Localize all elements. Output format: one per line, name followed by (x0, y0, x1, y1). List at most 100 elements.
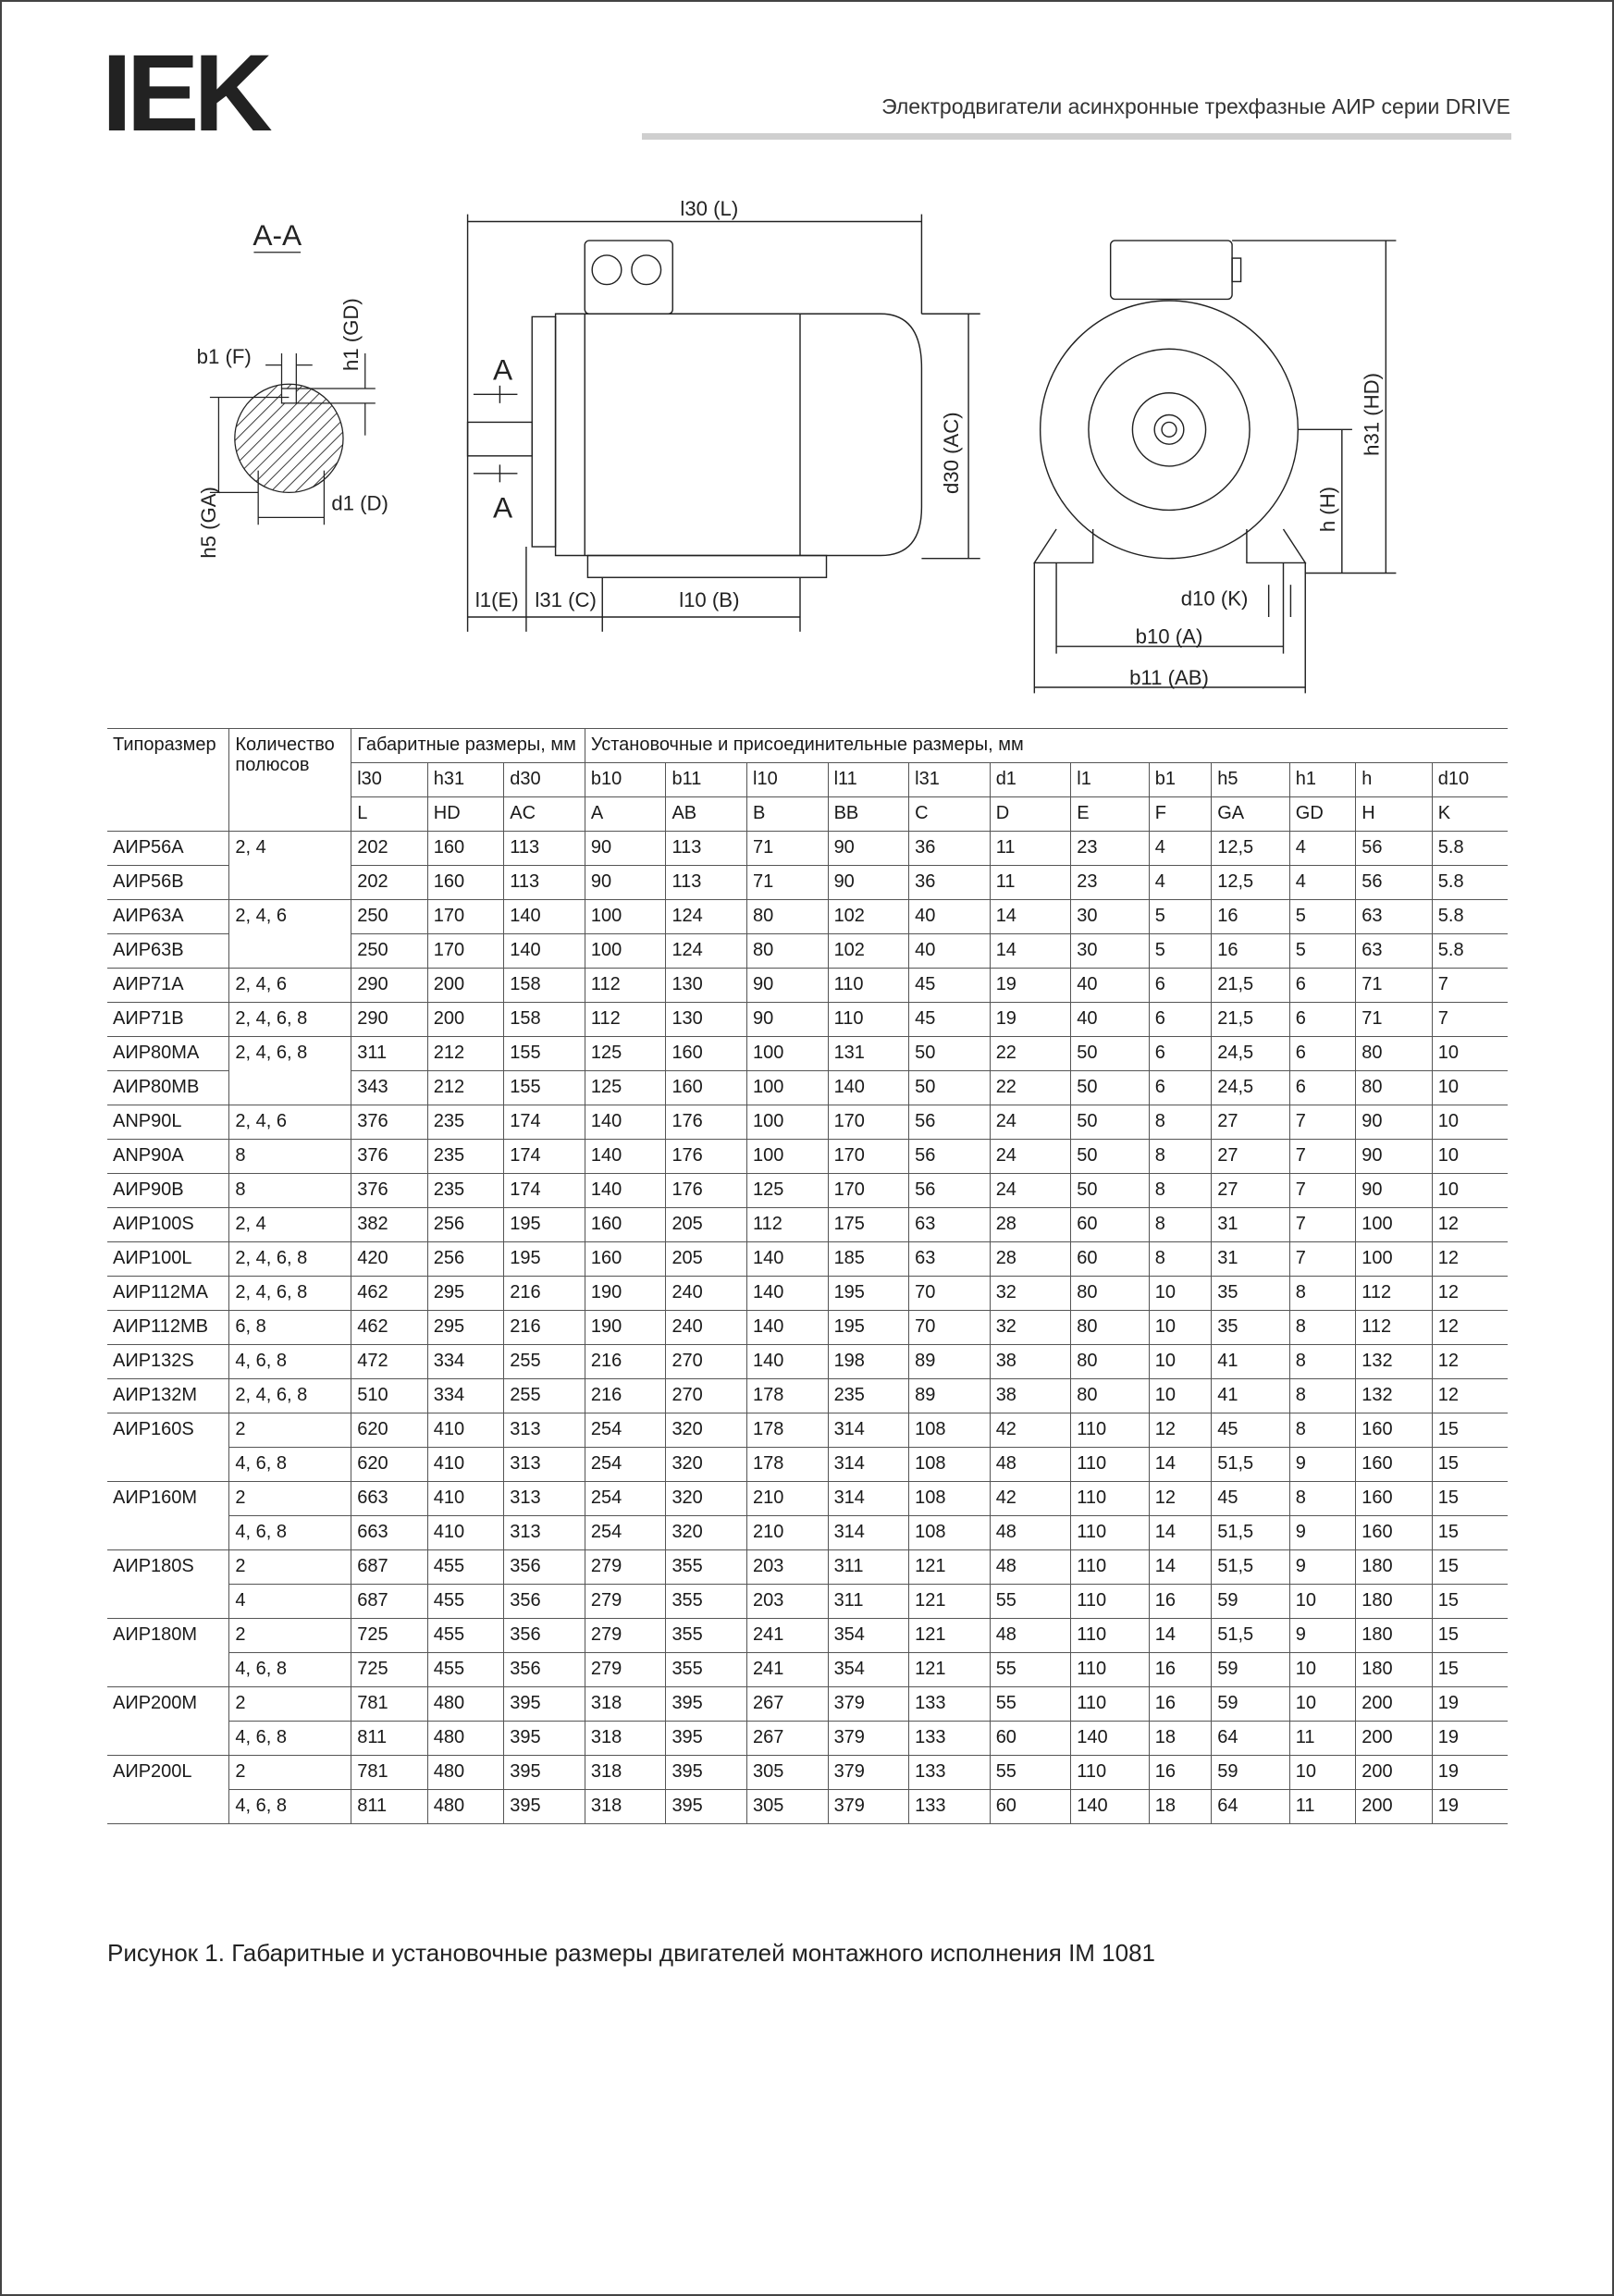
value-cell: 160 (584, 1207, 666, 1242)
value-cell: 110 (1070, 1447, 1150, 1482)
symbol-cell: h1 (1288, 762, 1356, 797)
value-cell: 50 (1070, 1139, 1150, 1174)
symbol-cell: l30 (351, 762, 428, 797)
poles-cell: 2 (228, 1549, 351, 1585)
data-row: 4, 6, 8 620 410 313 254 320 178 314 108 48 110 14 51… (107, 1447, 1508, 1482)
value-cell: 203 (746, 1549, 829, 1585)
data-row: 4, 6, 8 663 410 313 254 320 210 314 108 48 110 14 51… (107, 1515, 1508, 1550)
value-cell: 7 (1288, 1139, 1356, 1174)
value-cell: 42 (989, 1413, 1071, 1448)
value-cell: 10 (1148, 1378, 1212, 1413)
value-cell: 160 (665, 1070, 747, 1105)
dimension-label: A (493, 490, 513, 524)
value-cell: 121 (908, 1584, 991, 1619)
size-cell: АИР132S (107, 1344, 229, 1379)
value-cell: 395 (665, 1686, 747, 1722)
value-cell: 8 (1148, 1139, 1212, 1174)
value-cell: 71 (746, 831, 829, 866)
value-cell: 314 (827, 1515, 909, 1550)
letter-cell: AC (503, 796, 585, 832)
value-cell: 279 (584, 1652, 666, 1687)
value-cell: 5 (1288, 899, 1356, 934)
value-cell: 12 (1431, 1310, 1508, 1345)
value-cell: 45 (908, 1002, 991, 1037)
value-cell: 7 (1431, 968, 1508, 1003)
value-cell: 320 (665, 1515, 747, 1550)
symbol-cell: h (1355, 762, 1433, 797)
technical-drawing: A-A b1 (F) h1 (GD) h5 (GA) d1 (D) l30 (L… (197, 197, 1397, 694)
value-cell: 9 (1288, 1549, 1356, 1585)
poles-cell: 2 (228, 1755, 351, 1790)
poles-cell: 2, 4, 6, 8 (228, 1276, 351, 1311)
value-cell: 71 (746, 865, 829, 900)
value-cell: 305 (746, 1755, 829, 1790)
value-cell: 8 (1148, 1105, 1212, 1140)
value-cell: 410 (426, 1447, 504, 1482)
value-cell: 455 (426, 1652, 504, 1687)
value-cell: 140 (584, 1105, 666, 1140)
value-cell: 10 (1148, 1276, 1212, 1311)
value-cell: 19 (1431, 1721, 1508, 1756)
poles-cell: 2, 4, 6, 8 (228, 1002, 351, 1037)
size-cell: ANP90A (107, 1139, 229, 1174)
value-cell: 10 (1431, 1070, 1508, 1105)
value-cell: 55 (989, 1755, 1071, 1790)
letter-cell: K (1431, 796, 1508, 832)
size-cell: АИР63А (107, 899, 229, 934)
value-cell: 314 (827, 1447, 909, 1482)
value-cell: 140 (584, 1139, 666, 1174)
value-cell: 59 (1211, 1652, 1290, 1687)
data-row: 4, 6, 8 811 480 395 318 395 267 379 133 60 140 18 64… (107, 1721, 1508, 1756)
dimension-label: l31 (C) (535, 588, 596, 611)
value-cell: 379 (827, 1755, 909, 1790)
value-cell: 180 (1355, 1549, 1433, 1585)
value-cell: 195 (503, 1207, 585, 1242)
value-cell: 24,5 (1211, 1036, 1290, 1071)
value-cell: 5 (1148, 899, 1212, 934)
value-cell: 12,5 (1211, 831, 1290, 866)
value-cell: 19 (989, 1002, 1071, 1037)
value-cell: 110 (1070, 1549, 1150, 1585)
value-cell: 50 (1070, 1173, 1150, 1208)
value-cell: 174 (503, 1173, 585, 1208)
value-cell: 725 (351, 1618, 428, 1653)
value-cell: 12 (1431, 1344, 1508, 1379)
value-cell: 32 (989, 1310, 1071, 1345)
value-cell: 462 (351, 1310, 428, 1345)
value-cell: 4 (1148, 831, 1212, 866)
value-cell: 140 (584, 1173, 666, 1208)
front-view-line (1246, 528, 1307, 564)
value-cell: 56 (908, 1105, 991, 1140)
value-cell: 63 (908, 1241, 991, 1277)
value-cell: 10 (1148, 1310, 1212, 1345)
value-cell: 318 (584, 1721, 666, 1756)
value-cell: 455 (426, 1618, 504, 1653)
value-cell: 21,5 (1211, 968, 1290, 1003)
section-view-line (234, 383, 344, 494)
value-cell: 110 (1070, 1481, 1150, 1516)
value-cell: 4 (1288, 831, 1356, 866)
size-cell: АИР71А (107, 968, 229, 1003)
value-cell: 80 (746, 899, 829, 934)
value-cell: 202 (351, 865, 428, 900)
value-cell: 295 (426, 1310, 504, 1345)
value-cell: 180 (1355, 1584, 1433, 1619)
value-cell: 12 (1431, 1276, 1508, 1311)
value-cell: 80 (1355, 1036, 1433, 1071)
poles-cell: 2 (228, 1481, 351, 1516)
value-cell: 313 (503, 1481, 585, 1516)
value-cell: 14 (1148, 1447, 1212, 1482)
value-cell: 235 (426, 1105, 504, 1140)
value-cell: 56 (908, 1173, 991, 1208)
dimension-label: l1(E) (475, 588, 519, 611)
value-cell: 24 (989, 1173, 1071, 1208)
value-cell: 279 (584, 1549, 666, 1585)
value-cell: 112 (746, 1207, 829, 1242)
letter-cell: BB (827, 796, 909, 832)
value-cell: 510 (351, 1378, 428, 1413)
poles-cell: 2, 4, 6 (228, 968, 351, 1003)
value-cell: 27 (1211, 1105, 1290, 1140)
symbol-cell: h31 (426, 762, 504, 797)
size-cell: АИР63В (107, 933, 229, 969)
value-cell: 5 (1288, 933, 1356, 969)
